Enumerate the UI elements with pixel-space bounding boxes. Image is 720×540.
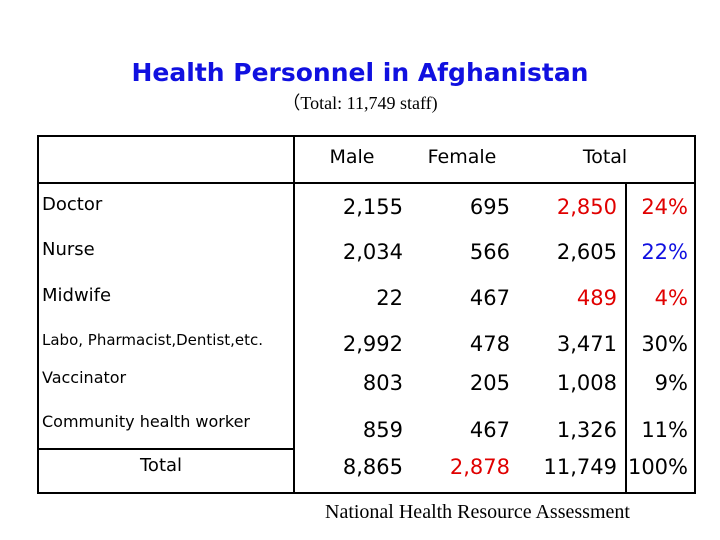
cell: 9%: [654, 371, 688, 395]
cell: 1,326: [556, 418, 617, 442]
column-header: Female: [427, 146, 497, 168]
row-label: Nurse: [42, 239, 95, 260]
cell: 803: [362, 371, 403, 395]
row-divider: [37, 448, 295, 450]
cell: 4%: [654, 286, 688, 310]
cell: 467: [469, 286, 510, 310]
column-divider: [625, 182, 627, 492]
row-label: Total: [140, 455, 183, 476]
row-label: Labo, Pharmacist,Dentist,etc.: [42, 331, 264, 349]
row-label: Vaccinator: [42, 368, 127, 387]
column-header: Total: [582, 146, 628, 168]
cell: 22: [376, 286, 403, 310]
cell: 24%: [641, 195, 688, 219]
cell: 566: [469, 240, 510, 264]
cell: 30%: [641, 332, 688, 356]
subtitle: （Total: 11,749 staff): [282, 93, 438, 113]
cell: 3,471: [556, 332, 617, 356]
cell: 1,008: [556, 371, 617, 395]
cell: 859: [362, 418, 403, 442]
cell: 478: [469, 332, 510, 356]
cell: 8,865: [342, 455, 403, 479]
cell: 205: [469, 371, 510, 395]
row-label: Doctor: [42, 194, 103, 215]
column-divider: [293, 135, 295, 492]
header-divider: [37, 182, 694, 184]
title: Health Personnel in Afghanistan: [131, 58, 589, 87]
cell: 2,878: [449, 455, 510, 479]
source: National Health Resource Assessment: [325, 501, 630, 523]
cell: 2,850: [556, 195, 617, 219]
table-border: [37, 135, 696, 494]
cell: 2,992: [342, 332, 403, 356]
row-label: Midwife: [42, 285, 112, 306]
cell: 11,749: [543, 455, 617, 479]
cell: 489: [576, 286, 617, 310]
row-label: Community health worker: [42, 412, 250, 431]
cell: 467: [469, 418, 510, 442]
cell: 2,605: [556, 240, 617, 264]
cell: 2,155: [342, 195, 403, 219]
cell: 2,034: [342, 240, 403, 264]
cell: 100%: [627, 455, 688, 479]
cell: 695: [469, 195, 510, 219]
cell: 11%: [641, 418, 688, 442]
column-header: Male: [329, 146, 375, 168]
cell: 22%: [641, 240, 688, 264]
